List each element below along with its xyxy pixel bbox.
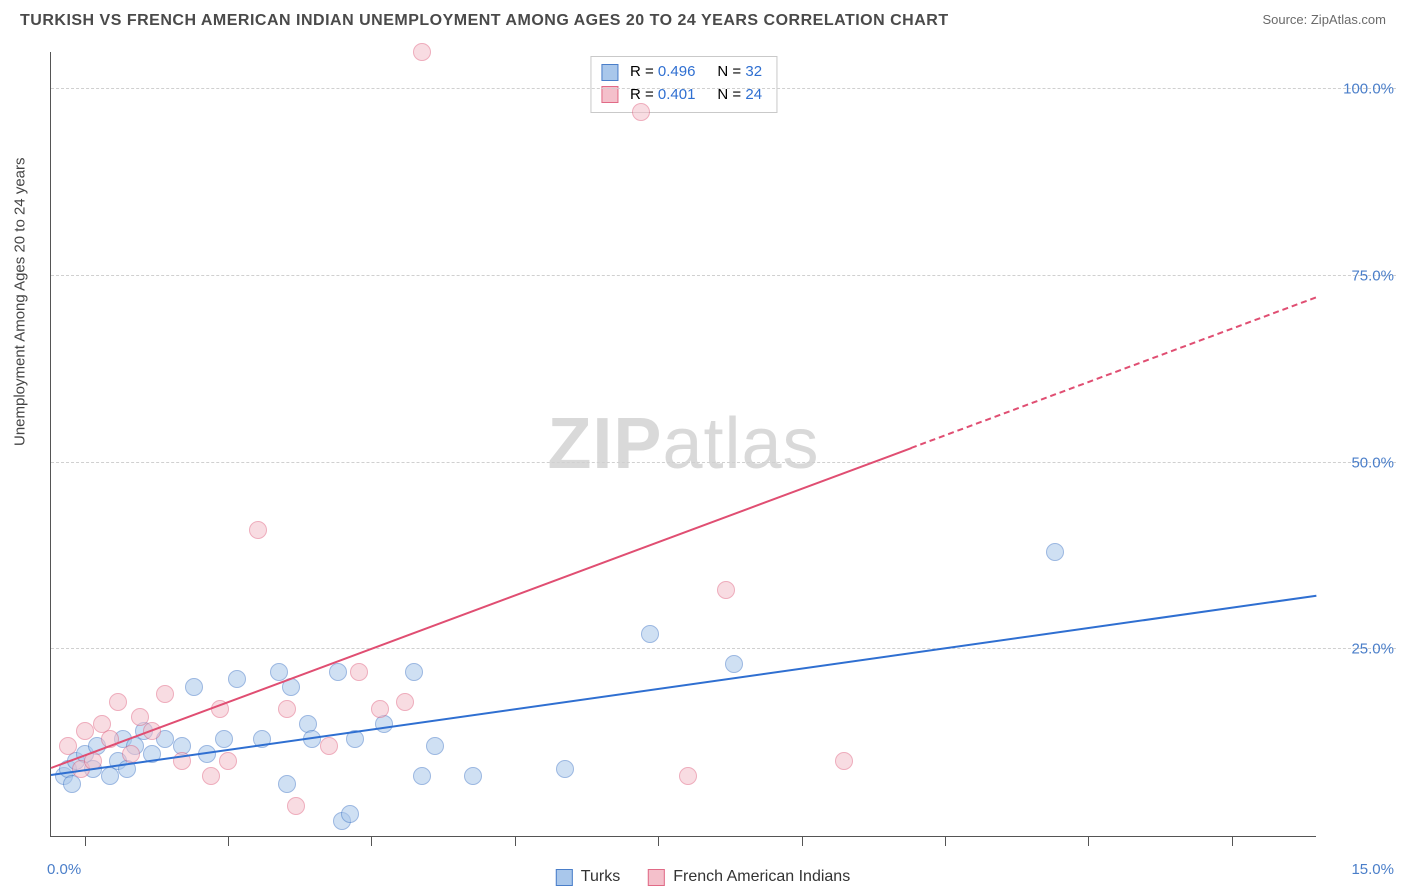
chart-title: TURKISH VS FRENCH AMERICAN INDIAN UNEMPL… [20,12,949,30]
data-point[interactable] [131,708,149,726]
data-point[interactable] [341,805,359,823]
gridline [51,88,1396,89]
data-point[interactable] [632,103,650,121]
swatch-turks-icon [556,869,573,886]
x-tick [802,836,803,846]
data-point[interactable] [270,663,288,681]
data-point[interactable] [202,767,220,785]
data-point[interactable] [725,655,743,673]
y-tick-label: 100.0% [1343,81,1394,98]
data-point[interactable] [641,625,659,643]
data-point[interactable] [59,737,77,755]
bottom-legend: Turks French American Indians [556,868,850,886]
data-point[interactable] [228,670,246,688]
data-point[interactable] [1046,543,1064,561]
y-tick-label: 25.0% [1351,641,1394,658]
data-point[interactable] [278,700,296,718]
data-point[interactable] [396,693,414,711]
x-tick [945,836,946,846]
stats-legend: R = 0.496 N = 32 R = 0.401 N = 24 [590,56,777,113]
source-link[interactable]: ZipAtlas.com [1311,12,1386,27]
x-axis-max-label: 15.0% [1351,861,1394,878]
data-point[interactable] [717,581,735,599]
data-point[interactable] [156,685,174,703]
source-label: Source: ZipAtlas.com [1262,12,1386,27]
data-point[interactable] [185,678,203,696]
data-point[interactable] [350,663,368,681]
data-point[interactable] [556,760,574,778]
y-tick-label: 50.0% [1351,454,1394,471]
data-point[interactable] [219,752,237,770]
data-point[interactable] [215,730,233,748]
trend-line [51,447,912,769]
x-tick [228,836,229,846]
gridline [51,462,1396,463]
data-point[interactable] [464,767,482,785]
data-point[interactable] [122,745,140,763]
stats-row-french: R = 0.401 N = 24 [601,84,762,107]
data-point[interactable] [320,737,338,755]
data-point[interactable] [287,797,305,815]
data-point[interactable] [371,700,389,718]
data-point[interactable] [413,767,431,785]
x-tick [515,836,516,846]
y-axis-label: Unemployment Among Ages 20 to 24 years [12,157,29,446]
data-point[interactable] [413,43,431,61]
watermark: ZIPatlas [547,403,819,485]
plot-area: ZIPatlas R = 0.496 N = 32 R = 0.401 N = … [50,52,1316,837]
data-point[interactable] [249,521,267,539]
data-point[interactable] [426,737,444,755]
stats-row-turks: R = 0.496 N = 32 [601,61,762,84]
data-point[interactable] [109,693,127,711]
x-tick [371,836,372,846]
x-tick [1232,836,1233,846]
gridline [51,275,1396,276]
data-point[interactable] [835,752,853,770]
data-point[interactable] [329,663,347,681]
legend-item-turks[interactable]: Turks [556,868,620,886]
swatch-turks [601,64,618,81]
x-tick [85,836,86,846]
swatch-french-icon [648,869,665,886]
data-point[interactable] [405,663,423,681]
x-tick [658,836,659,846]
legend-item-french[interactable]: French American Indians [648,868,850,886]
data-point[interactable] [76,722,94,740]
data-point[interactable] [278,775,296,793]
gridline [51,648,1396,649]
y-tick-label: 75.0% [1351,268,1394,285]
x-axis-min-label: 0.0% [47,861,81,878]
data-point[interactable] [679,767,697,785]
x-tick [1088,836,1089,846]
trend-line [911,296,1316,448]
